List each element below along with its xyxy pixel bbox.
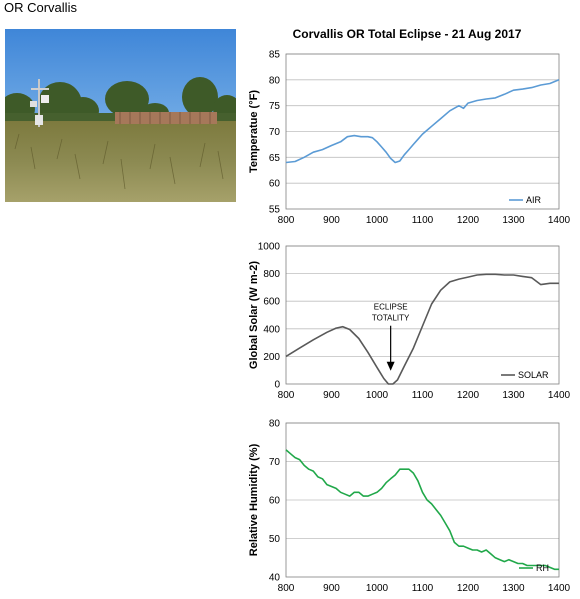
humidity-x-tick-label: 1300 [502, 583, 525, 594]
temperature-y-tick-label: 55 [269, 205, 281, 216]
solar-x-tick-label: 1300 [502, 390, 525, 401]
field-photo-drawing [5, 29, 236, 202]
solar-x-tick-label: 1100 [412, 390, 434, 401]
humidity-x-tick-label: 800 [278, 583, 295, 594]
temperature-plot-area [285, 53, 560, 210]
temperature-x-tick-label: 800 [278, 215, 295, 226]
temperature-y-tick-label: 75 [269, 101, 281, 112]
eclipse-annotation-line2: TOTALITY [372, 314, 410, 323]
chart-title: Corvallis OR Total Eclipse - 21 Aug 2017 [293, 27, 522, 41]
location-caption: OR Corvallis [4, 0, 77, 15]
temperature-y-axis-label: Temperatue (°F) [248, 90, 260, 173]
humidity-y-tick-label: 40 [269, 573, 281, 584]
solar-y-tick-label: 1000 [258, 242, 281, 253]
solar-x-tick-label: 800 [278, 390, 295, 401]
solar-y-tick-label: 200 [263, 352, 280, 363]
temperature-y-tick-label: 65 [269, 153, 281, 164]
humidity-x-tick-label: 1400 [548, 583, 571, 594]
humidity-chart: 40 50 60 70 80 800 900 1000 1100 1200 1300 1400 Rela… [248, 419, 571, 595]
temperature-series-line [285, 79, 560, 164]
humidity-y-tick-label: 70 [269, 457, 281, 468]
temperature-x-tick-label: 1400 [548, 215, 571, 226]
solar-x-tick-label: 1200 [457, 390, 480, 401]
humidity-y-tick-label: 50 [269, 534, 281, 545]
solar-chart: 0 200 400 600 800 1000 800 900 1000 1100 1200 1300 1… [248, 242, 571, 402]
temperature-x-tick-label: 1300 [502, 215, 525, 226]
solar-y-tick-label: 400 [263, 324, 280, 335]
weather-station-photo [5, 29, 236, 202]
solar-x-tick-label: 900 [323, 390, 340, 401]
temperature-legend-label: AIR [526, 195, 542, 205]
temperature-y-tick-label: 60 [269, 179, 281, 190]
temperature-x-tick-label: 1100 [412, 215, 434, 226]
temperature-y-tick-label: 85 [269, 50, 281, 61]
humidity-series-line [285, 449, 559, 571]
temperature-y-tick-label: 70 [269, 127, 281, 138]
temperature-x-tick-label: 1000 [366, 215, 389, 226]
temperature-x-tick-label: 1200 [457, 215, 480, 226]
humidity-y-axis-label: Relative Humidity (%) [248, 443, 260, 556]
solar-y-tick-label: 600 [263, 297, 280, 308]
temperature-x-tick-label: 900 [323, 215, 340, 226]
humidity-y-tick-label: 80 [269, 419, 281, 430]
solar-plot-area [285, 245, 560, 385]
humidity-plot-area [285, 422, 560, 578]
solar-series-line [285, 273, 559, 385]
temperature-y-tick-label: 80 [269, 75, 281, 86]
humidity-legend-label: RH [536, 563, 549, 573]
solar-x-tick-label: 1000 [366, 390, 389, 401]
humidity-x-tick-label: 1200 [457, 583, 480, 594]
solar-y-tick-label: 0 [274, 380, 280, 391]
solar-x-tick-label: 1400 [548, 390, 571, 401]
solar-y-tick-label: 800 [263, 269, 280, 280]
solar-y-axis-label: Global Solar (W m-2) [248, 261, 260, 370]
eclipse-annotation-line1: ECLIPSE [374, 303, 408, 312]
humidity-x-tick-label: 900 [323, 583, 340, 594]
humidity-y-tick-label: 60 [269, 496, 281, 507]
solar-legend-label: SOLAR [518, 370, 549, 380]
humidity-x-tick-label: 1000 [366, 583, 389, 594]
humidity-x-tick-label: 1100 [412, 583, 434, 594]
temperature-chart: 55 60 65 70 75 80 85 800 900 1000 1100 1200 1300 1400… [248, 50, 571, 227]
eclipse-annotation-arrow-head [386, 361, 395, 371]
